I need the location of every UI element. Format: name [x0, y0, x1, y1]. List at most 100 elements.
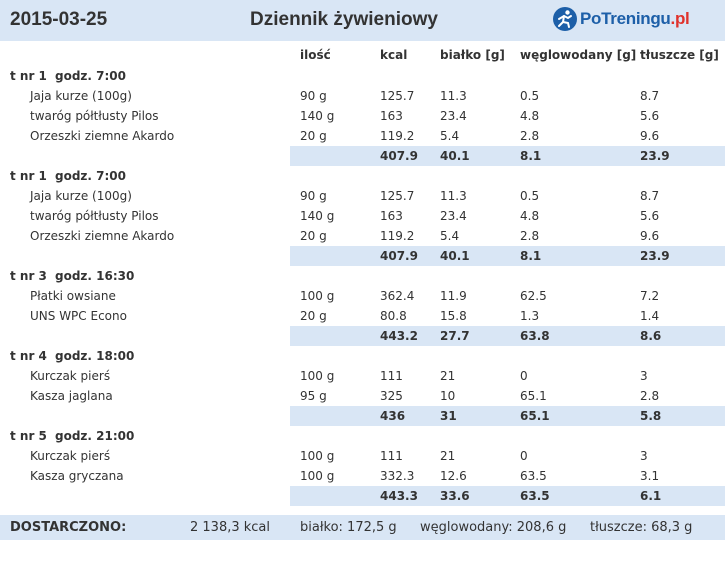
food-name: Kasza jaglana: [30, 389, 113, 403]
total-fat: 8.6: [640, 329, 662, 343]
food-name: Płatki owsiane: [30, 289, 116, 303]
food-protein: 11.3: [440, 189, 467, 203]
food-kcal: 125.7: [380, 189, 415, 203]
food-carbs: 2.8: [520, 129, 540, 143]
food-row: twaróg półtłusty Pilos 140 g 163 23.4 4.…: [0, 206, 725, 226]
total-band: [290, 406, 725, 426]
meal-total-row: 407.9 40.1 8.1 23.9: [0, 146, 725, 166]
food-name: Orzeszki ziemne Akardo: [30, 229, 175, 243]
meal-total-row: 407.9 40.1 8.1 23.9: [0, 246, 725, 266]
food-kcal: 125.7: [380, 89, 415, 103]
total-fat: 23.9: [640, 249, 670, 263]
food-kcal: 362.4: [380, 289, 415, 303]
column-header-fat: tłuszcze [g]: [640, 48, 719, 62]
food-qty: 100 g: [300, 369, 335, 383]
food-fat: 5.6: [640, 109, 660, 123]
food-name: Jaja kurze (100g): [30, 189, 132, 203]
meal-title: t nr 3: [10, 269, 47, 283]
summary-carbs: węglowodany: 208,6 g: [420, 520, 567, 535]
column-header-carbs: węglowodany [g]: [520, 48, 637, 62]
meal-total-row: 443.2 27.7 63.8 8.6: [0, 326, 725, 346]
food-protein: 10: [440, 389, 456, 403]
food-name: twaróg półtłusty Pilos: [30, 209, 159, 223]
food-fat: 9.6: [640, 129, 660, 143]
column-header-protein: białko [g]: [440, 48, 505, 62]
food-name: UNS WPC Econo: [30, 309, 127, 323]
food-protein: 5.4: [440, 129, 460, 143]
food-row: Kurczak pierś 100 g 111 21 0 3: [0, 446, 725, 466]
food-name: Kasza gryczana: [30, 469, 124, 483]
food-fat: 3: [640, 449, 648, 463]
page-title: Dziennik żywieniowy: [250, 9, 438, 30]
food-qty: 20 g: [300, 309, 327, 323]
food-kcal: 325: [380, 389, 403, 403]
total-protein: 40.1: [440, 149, 470, 163]
food-qty: 100 g: [300, 469, 335, 483]
food-fat: 2.8: [640, 389, 660, 403]
column-header-qty: ilość: [300, 48, 331, 62]
food-protein: 21: [440, 449, 456, 463]
food-protein: 5.4: [440, 229, 460, 243]
total-carbs: 8.1: [520, 249, 542, 263]
logo-tld-text: .pl: [670, 9, 690, 28]
food-carbs: 63.5: [520, 469, 547, 483]
logo-text: PoTreningu.pl: [580, 9, 690, 29]
total-fat: 6.1: [640, 489, 662, 503]
daily-summary-bar: DOSTARCZONO: 2 138,3 kcal białko: 172,5 …: [0, 515, 725, 540]
column-header-kcal: kcal: [380, 48, 408, 62]
food-name: Kurczak pierś: [30, 449, 111, 463]
food-fat: 5.6: [640, 209, 660, 223]
total-kcal: 407.9: [380, 149, 418, 163]
meal-header: t nr 3 godz. 16:30: [0, 266, 725, 286]
food-qty: 20 g: [300, 129, 327, 143]
food-fat: 7.2: [640, 289, 660, 303]
total-fat: 23.9: [640, 149, 670, 163]
food-carbs: 0.5: [520, 189, 540, 203]
food-protein: 21: [440, 369, 456, 383]
total-band: [290, 246, 725, 266]
total-kcal: 436: [380, 409, 406, 423]
total-protein: 27.7: [440, 329, 470, 343]
food-protein: 12.6: [440, 469, 467, 483]
total-carbs: 63.8: [520, 329, 550, 343]
food-carbs: 0.5: [520, 89, 540, 103]
meal-title: t nr 1: [10, 69, 47, 83]
food-row: Jaja kurze (100g) 90 g 125.7 11.3 0.5 8.…: [0, 186, 725, 206]
food-qty: 20 g: [300, 229, 327, 243]
food-kcal: 119.2: [380, 229, 415, 243]
total-protein: 40.1: [440, 249, 470, 263]
meal-header: t nr 1 godz. 7:00: [0, 66, 725, 86]
food-row: Kasza gryczana 100 g 332.3 12.6 63.5 3.1: [0, 466, 725, 486]
food-name: twaróg półtłusty Pilos: [30, 109, 159, 123]
potreningu-logo[interactable]: PoTreningu.pl: [552, 5, 690, 33]
food-carbs: 4.8: [520, 209, 540, 223]
meal-time: godz. 7:00: [55, 69, 126, 83]
food-kcal: 332.3: [380, 469, 415, 483]
summary-protein: białko: 172,5 g: [300, 520, 397, 535]
food-carbs: 1.3: [520, 309, 540, 323]
food-fat: 1.4: [640, 309, 660, 323]
food-protein: 23.4: [440, 109, 467, 123]
food-carbs: 65.1: [520, 389, 547, 403]
food-carbs: 2.8: [520, 229, 540, 243]
food-kcal: 111: [380, 369, 403, 383]
total-kcal: 443.2: [380, 329, 418, 343]
total-carbs: 65.1: [520, 409, 550, 423]
food-name: Jaja kurze (100g): [30, 89, 132, 103]
meal-time: godz. 18:00: [55, 349, 135, 363]
food-kcal: 163: [380, 209, 403, 223]
food-fat: 9.6: [640, 229, 660, 243]
runner-logo-icon: [553, 7, 577, 31]
food-protein: 23.4: [440, 209, 467, 223]
food-row: Orzeszki ziemne Akardo 20 g 119.2 5.4 2.…: [0, 226, 725, 246]
food-fat: 8.7: [640, 89, 660, 103]
food-kcal: 80.8: [380, 309, 407, 323]
meal-title: t nr 5: [10, 429, 47, 443]
total-fat: 5.8: [640, 409, 662, 423]
logo-main-text: PoTreningu: [580, 9, 671, 28]
food-row: Płatki owsiane 100 g 362.4 11.9 62.5 7.2: [0, 286, 725, 306]
food-qty: 90 g: [300, 189, 327, 203]
food-qty: 140 g: [300, 109, 335, 123]
food-protein: 15.8: [440, 309, 467, 323]
food-row: Kasza jaglana 95 g 325 10 65.1 2.8: [0, 386, 725, 406]
